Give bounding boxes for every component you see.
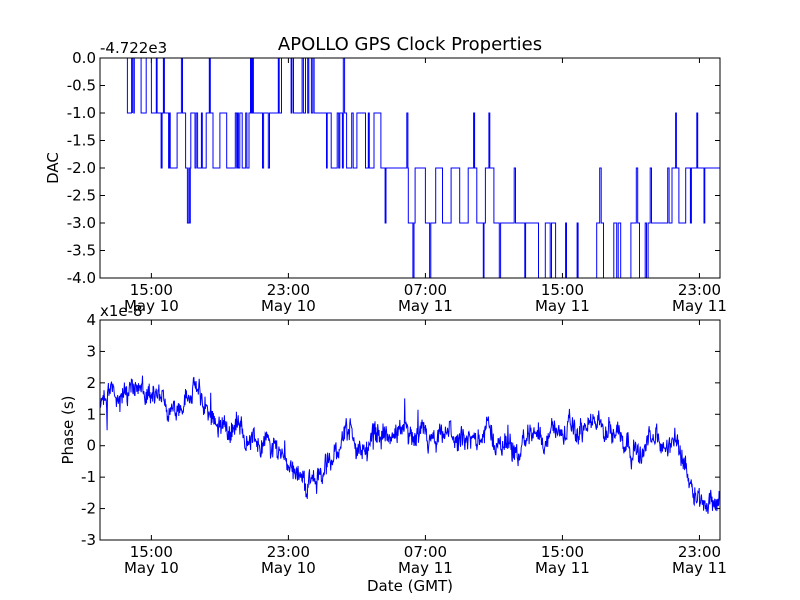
- dac-y-tick-label: -0.5: [67, 77, 96, 95]
- phase-y-axis-label: Phase (s): [59, 395, 77, 464]
- phase-x-tick-date: May 11: [535, 559, 590, 577]
- dac-panel: APOLLO GPS Clock Properties -4.722e3 DAC…: [44, 34, 727, 315]
- x-axis-label: Date (GMT): [367, 577, 453, 595]
- dac-y-tick-label: -3.5: [67, 242, 96, 260]
- phase-y-tick-label: 2: [86, 374, 96, 392]
- dac-x-tick-date: May 11: [672, 297, 727, 315]
- phase-x-tick-time: 15:00: [130, 543, 173, 561]
- dac-y-tick-label: -1.5: [67, 132, 96, 150]
- phase-y-tick-label: 0: [86, 437, 96, 455]
- phase-x-tick-time: 15:00: [541, 543, 584, 561]
- phase-x-tick-time: 23:00: [267, 543, 310, 561]
- dac-x-tick-time: 15:00: [130, 281, 173, 299]
- dac-x-tick-date: May 10: [124, 297, 179, 315]
- dac-y-tick-label: 0.0: [72, 49, 96, 67]
- dac-y-tick-label: -2.0: [67, 159, 96, 177]
- phase-x-tick-time: 23:00: [678, 543, 721, 561]
- phase-y-tick-label: 3: [86, 342, 96, 360]
- dac-x-tick-time: 07:00: [404, 281, 447, 299]
- phase-x-tick-time: 07:00: [404, 543, 447, 561]
- dac-y-tick-label: -4.0: [67, 269, 96, 287]
- phase-x-tick-date: May 11: [398, 559, 453, 577]
- dac-series-line: [100, 57, 720, 279]
- dac-x-tick-date: May 10: [261, 297, 316, 315]
- dac-offset-label: -4.722e3: [100, 39, 167, 57]
- phase-x-tick-date: May 10: [124, 559, 179, 577]
- phase-y-tick-label: -2: [81, 500, 96, 518]
- dac-x-tick-date: May 11: [535, 297, 590, 315]
- phase-axes-frame: [99, 319, 721, 541]
- phase-y-tick-label: -3: [81, 531, 96, 549]
- dac-y-ticks: 0.0 -0.5 -1.0 -1.5 -2.0 -2.5 -3.0 -3.5 -4.0: [67, 49, 720, 287]
- dac-x-tick-time: 15:00: [541, 281, 584, 299]
- phase-x-tick-date: May 10: [261, 559, 316, 577]
- dac-x-tick-time: 23:00: [267, 281, 310, 299]
- dac-y-tick-label: -1.0: [67, 104, 96, 122]
- dac-axes-frame: [99, 57, 721, 279]
- chart-title: APOLLO GPS Clock Properties: [278, 34, 542, 55]
- dac-plot-area: [100, 57, 720, 279]
- phase-x-tick-date: May 11: [672, 559, 727, 577]
- dac-y-axis-label: DAC: [44, 152, 62, 184]
- phase-plot-area: [99, 375, 721, 514]
- phase-y-tick-label: 4: [86, 311, 96, 329]
- phase-y-tick-label: -1: [81, 468, 96, 486]
- dac-x-tick-time: 23:00: [678, 281, 721, 299]
- dac-y-tick-label: -3.0: [67, 214, 96, 232]
- phase-y-tick-label: 1: [86, 405, 96, 423]
- dac-x-tick-date: May 11: [398, 297, 453, 315]
- phase-series-line: [99, 375, 721, 514]
- phase-offset-label: x1e-8: [100, 302, 143, 320]
- dac-y-tick-label: -2.5: [67, 187, 96, 205]
